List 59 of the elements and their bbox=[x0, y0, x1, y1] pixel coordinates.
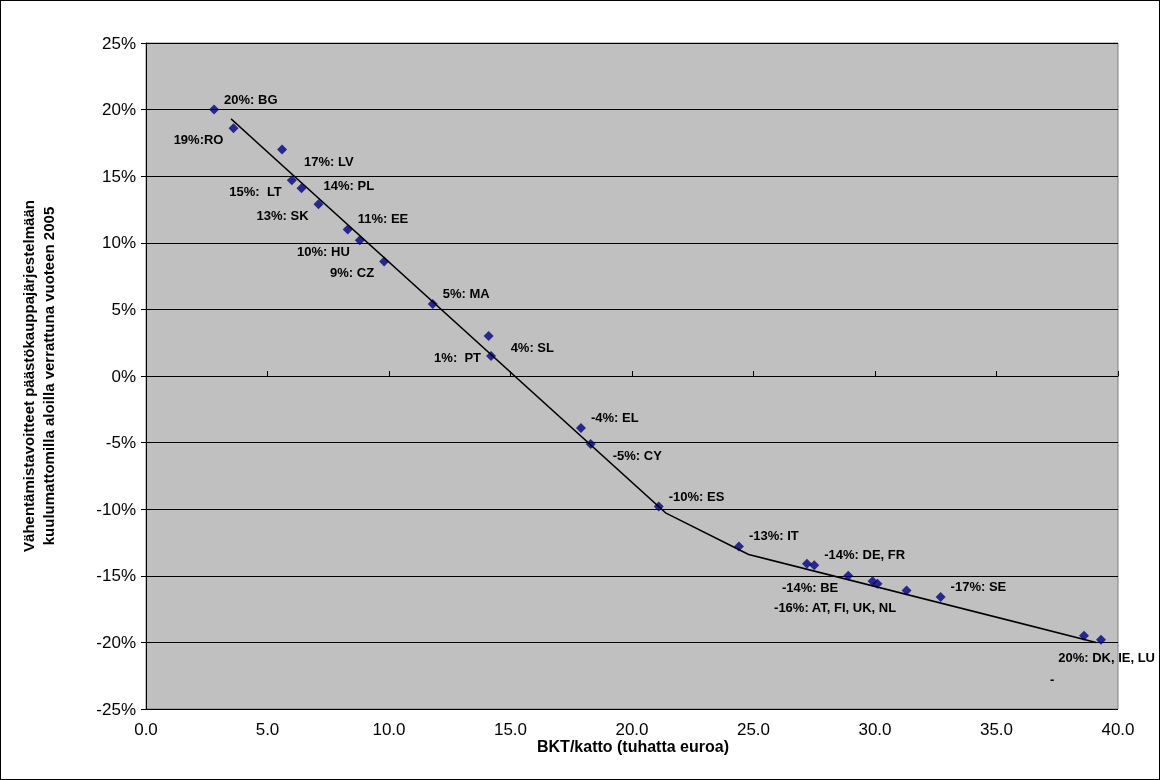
point bbox=[342, 224, 353, 235]
annotation: 5%: MA bbox=[442, 286, 491, 302]
x-tick-label: 30.0 bbox=[858, 720, 892, 739]
y-tick-label: -25% bbox=[96, 699, 136, 719]
y-axis-title: Vähentämistavoitteet päästökauppajärjestelmään kuulumattomilla aloilla verrattuna vuoteen 2005 bbox=[19, 200, 57, 552]
annotation: 13%: SK bbox=[256, 208, 310, 224]
annotation: 19%:RO bbox=[173, 132, 224, 148]
x-tick-label: 15.0 bbox=[493, 720, 528, 739]
annotation: 20%: DK, IE, LU bbox=[1058, 649, 1155, 665]
annotation: 4%: SL bbox=[510, 340, 555, 356]
y-tick-label: -5% bbox=[105, 433, 136, 453]
point bbox=[209, 104, 220, 115]
annotation: - bbox=[1050, 671, 1055, 687]
annotation: -17%: SE bbox=[950, 579, 1007, 595]
x-tick-label: 0.0 bbox=[134, 720, 158, 739]
annotation: -16%: AT, FI, UK, NL bbox=[774, 600, 897, 616]
annotation: -14%: BE bbox=[781, 579, 839, 595]
point bbox=[1095, 634, 1106, 645]
y-tick-label: 5% bbox=[111, 299, 136, 319]
annotation: -13%: IT bbox=[748, 528, 799, 544]
annotation: 9%: CZ bbox=[330, 265, 375, 281]
point bbox=[809, 560, 820, 571]
x-tick-label: 20.0 bbox=[615, 720, 649, 739]
x-tick-label: 40.0 bbox=[1101, 720, 1135, 739]
annotation: 11%: EE bbox=[357, 211, 409, 227]
point bbox=[354, 235, 365, 246]
y-tick-label: 20% bbox=[101, 100, 136, 120]
point bbox=[483, 331, 494, 342]
annotation: -14%: DE, FR bbox=[824, 547, 906, 563]
point bbox=[935, 592, 946, 603]
annotation: 1%: PT bbox=[434, 350, 482, 366]
y-tick-label: 10% bbox=[101, 233, 136, 253]
point bbox=[801, 558, 812, 569]
y-tick-label: 15% bbox=[101, 166, 136, 186]
y-tick-label: 0% bbox=[111, 366, 136, 386]
y-tick-label: 25% bbox=[101, 33, 136, 53]
annotation: 15%: LT bbox=[229, 184, 282, 200]
annotation: 20%: BG bbox=[224, 91, 278, 107]
x-tick-label: 35.0 bbox=[979, 720, 1014, 739]
x-tick-label: 10.0 bbox=[372, 720, 406, 739]
y-tick-label: -15% bbox=[96, 566, 136, 586]
point bbox=[313, 199, 324, 210]
point bbox=[277, 144, 288, 155]
annotation: -10%: ES bbox=[668, 488, 725, 504]
x-tick-label: 25.0 bbox=[736, 720, 771, 739]
y-tick-label: -10% bbox=[96, 499, 136, 519]
point bbox=[296, 183, 307, 194]
x-axis-title: BKT/katto (tuhatta euroa) bbox=[537, 737, 729, 755]
y-tick-label: -20% bbox=[96, 632, 136, 652]
annotation: -5%: CY bbox=[612, 447, 663, 463]
annotation: -4%: EL bbox=[590, 409, 639, 425]
point bbox=[228, 123, 239, 134]
x-tick-label: 5.0 bbox=[255, 720, 280, 739]
annotation: 10%: HU bbox=[297, 244, 350, 260]
annotation: 17%: LV bbox=[304, 153, 355, 169]
point bbox=[575, 422, 586, 433]
annotation: 14%: PL bbox=[323, 178, 375, 194]
point bbox=[286, 175, 297, 186]
point bbox=[901, 585, 912, 596]
